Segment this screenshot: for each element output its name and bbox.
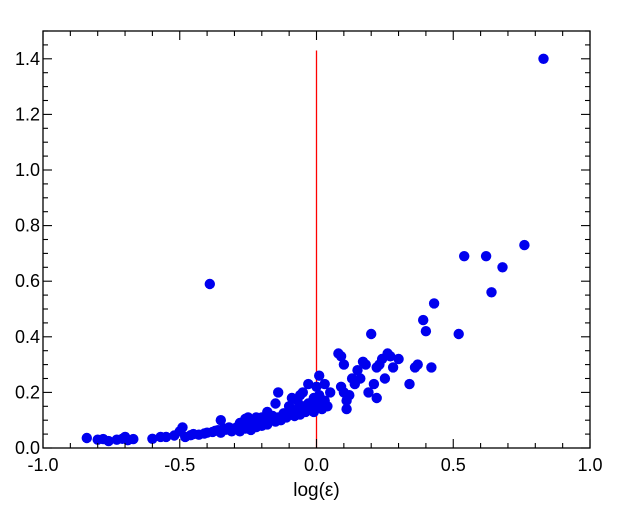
data-point bbox=[338, 359, 350, 370]
x-tick-label: 0.5 bbox=[441, 455, 466, 475]
data-point bbox=[303, 378, 314, 390]
data-point bbox=[379, 373, 391, 384]
data-point bbox=[538, 53, 549, 64]
data-point bbox=[387, 362, 399, 373]
data-point bbox=[103, 435, 114, 447]
y-tick-label: 1.0 bbox=[15, 160, 40, 180]
y-tick-label: 1.2 bbox=[15, 104, 40, 124]
data-point bbox=[480, 251, 492, 262]
x-tick-label: 0.0 bbox=[304, 455, 329, 475]
data-point bbox=[426, 362, 437, 373]
data-point bbox=[160, 431, 172, 443]
y-tick-label: 0.4 bbox=[15, 327, 40, 347]
data-point bbox=[385, 351, 396, 362]
data-point bbox=[341, 403, 352, 415]
data-point bbox=[147, 433, 158, 444]
data-point bbox=[204, 278, 215, 290]
data-points-layer bbox=[81, 53, 549, 447]
y-tick-label: 0.8 bbox=[15, 216, 40, 236]
data-point bbox=[177, 422, 188, 433]
data-point bbox=[393, 353, 404, 365]
data-point bbox=[453, 328, 464, 340]
data-point bbox=[344, 390, 355, 401]
y-tick-label: 1.4 bbox=[15, 49, 40, 69]
data-point bbox=[459, 251, 470, 262]
data-point bbox=[308, 406, 319, 418]
data-point bbox=[352, 365, 363, 376]
data-point bbox=[360, 359, 371, 370]
x-tick-label: -1.0 bbox=[27, 455, 58, 475]
x-tick-label: -0.5 bbox=[164, 455, 195, 475]
data-point bbox=[319, 378, 330, 390]
data-point bbox=[366, 328, 377, 340]
data-point bbox=[368, 378, 380, 390]
x-tick-label: 1.0 bbox=[577, 455, 602, 475]
data-point bbox=[325, 387, 336, 398]
data-point bbox=[273, 387, 284, 398]
data-point bbox=[428, 298, 440, 309]
y-tick-label: 0.6 bbox=[15, 271, 40, 291]
data-point bbox=[486, 287, 497, 298]
data-point bbox=[355, 373, 366, 384]
data-point bbox=[418, 314, 429, 326]
data-point bbox=[412, 359, 423, 370]
tick-marks-layer bbox=[42, 30, 591, 449]
data-point bbox=[215, 415, 226, 426]
data-point bbox=[363, 387, 374, 398]
y-tick-label: 0.2 bbox=[15, 382, 40, 402]
data-point bbox=[322, 401, 333, 412]
data-point bbox=[297, 387, 308, 398]
data-point bbox=[420, 326, 432, 337]
data-point bbox=[404, 378, 415, 390]
data-point bbox=[270, 398, 281, 409]
data-point bbox=[311, 381, 322, 392]
data-point bbox=[497, 262, 508, 273]
data-point bbox=[314, 370, 325, 381]
data-point bbox=[81, 432, 93, 444]
data-point bbox=[128, 433, 139, 445]
data-point bbox=[335, 351, 347, 362]
x-axis-label: log(ε) bbox=[293, 480, 339, 501]
y-tick-label: 0.0 bbox=[15, 438, 40, 458]
data-point bbox=[371, 392, 382, 404]
data-point bbox=[519, 239, 530, 251]
tick-labels-layer: -1.0 -0.5 0.0 0.5 1.0 0.0 0.2 0.4 0.6 0.8 1.0 1.2 1.… bbox=[15, 49, 603, 475]
